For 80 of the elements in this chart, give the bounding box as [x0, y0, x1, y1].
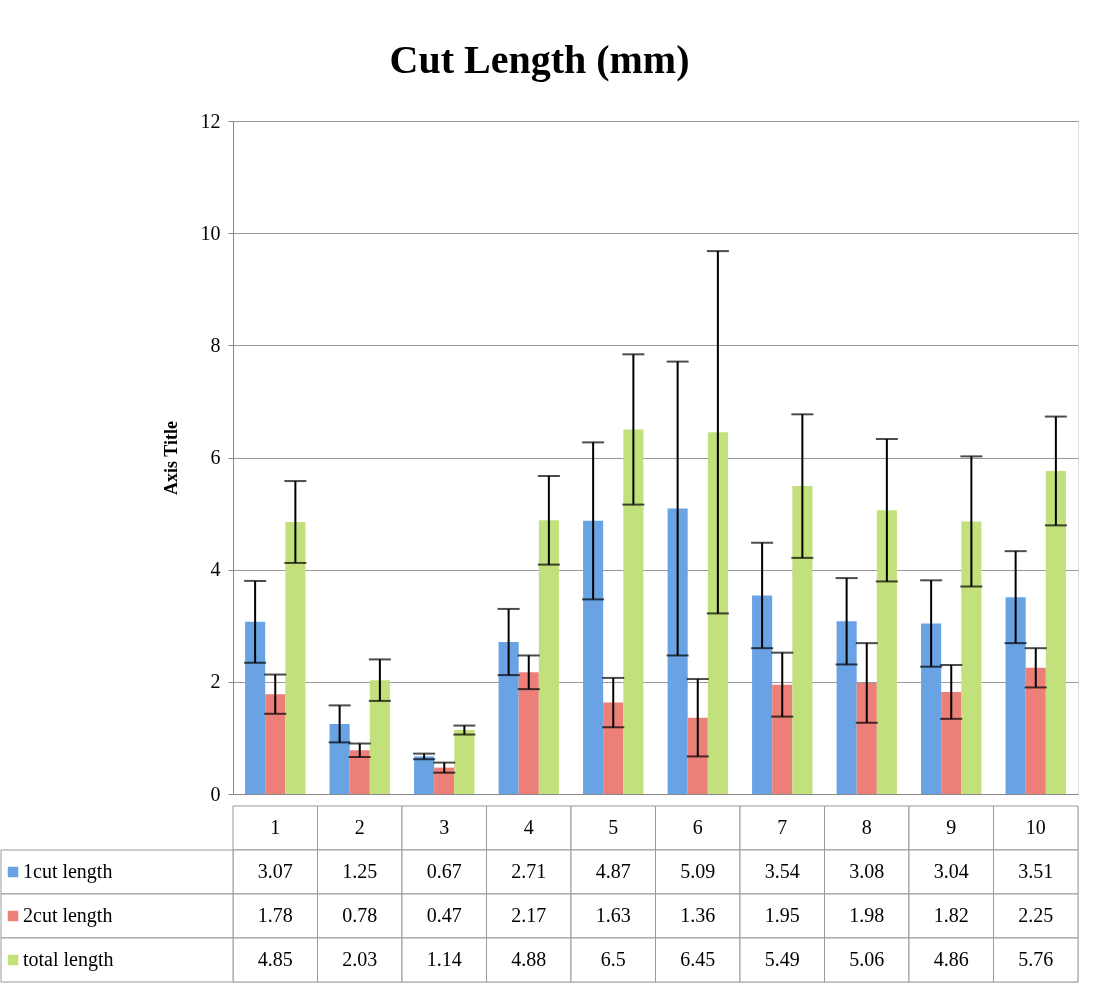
data-label: 4.87 [595, 860, 631, 882]
bar [856, 682, 877, 794]
data-label: 3.04 [933, 860, 969, 882]
data-label: 3.54 [764, 860, 800, 882]
bar [623, 429, 644, 794]
x-tick-label: 1 [270, 816, 281, 838]
bar [369, 680, 390, 794]
x-tick-label: 8 [861, 816, 872, 838]
bar [921, 623, 942, 794]
y-tick-label: 12 [200, 109, 221, 132]
data-label: 0.78 [342, 904, 378, 926]
data-label: 4.85 [257, 948, 293, 970]
bar [329, 723, 350, 794]
data-label: 4.88 [511, 948, 547, 970]
chart-title: Cut Length (mm) [389, 36, 690, 82]
data-label: 1.78 [257, 904, 293, 926]
bar [454, 730, 475, 794]
data-label: 1.14 [426, 948, 462, 970]
bar [265, 694, 286, 794]
x-tick-label: 5 [608, 816, 619, 838]
bar [603, 702, 624, 794]
x-tick-label: 6 [692, 816, 703, 838]
data-label: 5.06 [849, 948, 885, 970]
y-tick-label: 8 [210, 333, 221, 356]
bar [941, 691, 962, 794]
bar [792, 486, 813, 794]
bar [583, 520, 604, 794]
data-label: 3.07 [257, 860, 293, 882]
data-label: 3.51 [1018, 860, 1054, 882]
bar [538, 520, 559, 794]
bar [498, 642, 519, 794]
bar [876, 510, 897, 794]
data-label: 3.08 [849, 860, 885, 882]
data-label: 2.71 [511, 860, 547, 882]
bar [1045, 470, 1066, 794]
x-tick-label: 2 [354, 816, 365, 838]
data-label: 0.47 [426, 904, 462, 926]
data-label: 5.76 [1018, 948, 1054, 970]
bar [772, 684, 793, 794]
x-tick-label: 10 [1025, 816, 1046, 838]
bar [285, 522, 306, 794]
data-label: 1.98 [849, 904, 885, 926]
x-tick-label: 7 [777, 816, 788, 838]
y-axis-title: Axis Title [160, 421, 181, 495]
data-label: 5.49 [764, 948, 800, 970]
data-label: 2.03 [342, 948, 378, 970]
data-label: 6.5 [600, 948, 626, 970]
x-tick-label: 3 [439, 816, 450, 838]
data-label: 1.25 [342, 860, 378, 882]
bar [687, 717, 708, 794]
data-label: 5.09 [680, 860, 716, 882]
bar [961, 521, 982, 794]
bar [752, 595, 773, 794]
bar [245, 621, 266, 794]
data-label: 1.82 [933, 904, 969, 926]
y-tick-label: 10 [200, 221, 221, 244]
data-label: 0.67 [426, 860, 462, 882]
legend-label: 1cut length [23, 860, 113, 883]
y-tick-label: 6 [210, 446, 221, 468]
bar [349, 750, 370, 794]
bar [518, 672, 539, 794]
legend-label: 2cut length [23, 904, 113, 927]
data-label: 1.36 [680, 904, 716, 926]
bar [1005, 597, 1026, 794]
data-label: 1.63 [595, 904, 631, 926]
y-tick-label: 0 [210, 782, 221, 805]
data-label: 1.95 [764, 904, 800, 926]
y-tick-label: 2 [210, 670, 221, 693]
x-tick-label: 9 [946, 816, 957, 838]
data-label: 2.25 [1018, 904, 1054, 926]
data-label: 2.17 [511, 904, 547, 926]
y-tick-label: 4 [210, 558, 221, 581]
bar [667, 508, 688, 794]
x-tick-label: 4 [523, 816, 534, 838]
bar [707, 432, 728, 794]
bar [1025, 667, 1046, 794]
data-label: 4.86 [933, 948, 969, 970]
legend-label: total length [23, 948, 114, 971]
data-label: 6.45 [680, 948, 716, 970]
bar [836, 621, 857, 794]
